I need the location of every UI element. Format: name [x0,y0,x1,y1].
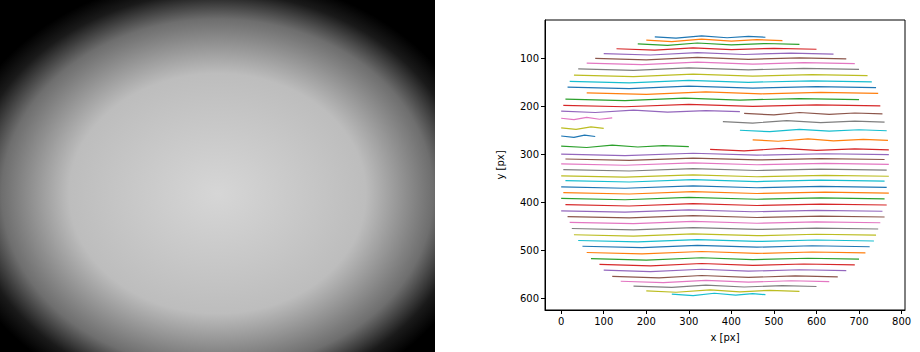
svg-text:600: 600 [520,293,539,304]
svg-text:300: 300 [679,316,698,327]
svg-text:600: 600 [807,316,826,327]
svg-text:200: 200 [520,101,539,112]
svg-text:200: 200 [637,316,656,327]
svg-text:500: 500 [520,245,539,256]
svg-text:800: 800 [892,316,911,327]
svg-text:100: 100 [520,53,539,64]
svg-text:500: 500 [764,316,783,327]
svg-text:0: 0 [558,316,564,327]
svg-text:y [px]: y [px] [495,150,506,179]
svg-text:400: 400 [520,197,539,208]
svg-text:x [px]: x [px] [710,332,739,343]
svg-text:400: 400 [722,316,741,327]
svg-text:100: 100 [594,316,613,327]
svg-text:300: 300 [520,149,539,160]
svg-text:700: 700 [849,316,868,327]
